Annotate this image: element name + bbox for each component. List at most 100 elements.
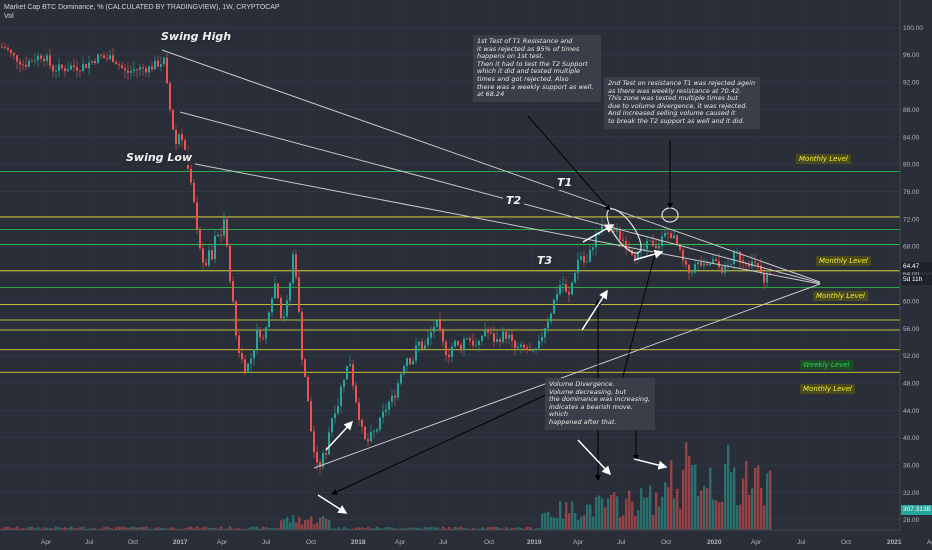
volume-bar bbox=[709, 467, 712, 530]
volume-bar bbox=[370, 528, 373, 530]
volume-bar bbox=[1, 528, 4, 530]
candle-body bbox=[4, 47, 6, 49]
volume-bar bbox=[265, 527, 268, 530]
candle-body bbox=[754, 261, 756, 263]
volume-bar bbox=[202, 527, 205, 530]
volume-bar bbox=[172, 527, 175, 530]
candle-body bbox=[457, 340, 459, 345]
volume-bar bbox=[151, 528, 154, 530]
volume-bar bbox=[472, 527, 475, 530]
candle-body bbox=[421, 341, 423, 349]
candle-body bbox=[100, 54, 102, 56]
volume-bar bbox=[559, 501, 562, 530]
volume-bar bbox=[91, 527, 94, 530]
candle-body bbox=[622, 239, 624, 241]
volume-bar bbox=[640, 488, 643, 530]
candle-body bbox=[514, 340, 516, 349]
candle-body bbox=[70, 65, 72, 70]
y-tick-label: 68.00 bbox=[903, 244, 920, 251]
volume-bar bbox=[73, 527, 76, 530]
candle-body bbox=[601, 224, 603, 233]
volume-bar bbox=[64, 527, 67, 530]
candle-body bbox=[406, 358, 408, 366]
candle-body bbox=[118, 64, 120, 66]
volume-bar bbox=[712, 499, 715, 530]
volume-bar bbox=[37, 527, 40, 530]
y-tick-label: 88.00 bbox=[903, 107, 920, 114]
t1-label: T1 bbox=[554, 175, 576, 190]
volume-bar bbox=[160, 528, 163, 530]
candle-body bbox=[130, 71, 132, 73]
candle-body bbox=[244, 359, 246, 372]
candle-body bbox=[757, 262, 759, 266]
volume-bar bbox=[457, 527, 460, 530]
candle-body bbox=[262, 337, 264, 339]
volume-bar bbox=[331, 528, 334, 530]
x-tick-label: Jul bbox=[262, 539, 271, 546]
volume-bar bbox=[304, 520, 307, 530]
candle-body bbox=[94, 60, 96, 64]
volume-bar bbox=[448, 527, 451, 530]
volume-bar bbox=[79, 527, 82, 530]
volume-bar bbox=[442, 526, 445, 530]
candle-body bbox=[166, 57, 168, 84]
candle-body bbox=[448, 354, 450, 357]
candle-body bbox=[712, 259, 714, 264]
trendline-t2 bbox=[179, 111, 821, 284]
candle-body bbox=[283, 316, 285, 319]
volume-bar bbox=[679, 508, 682, 530]
candle-body bbox=[280, 298, 282, 319]
swing-low-label: Swing Low bbox=[123, 150, 196, 165]
candle-body bbox=[556, 293, 558, 300]
volume-bar bbox=[325, 518, 328, 530]
candle-body bbox=[445, 341, 447, 355]
candle-body bbox=[736, 251, 738, 253]
candle-body bbox=[580, 256, 582, 260]
x-tick-label: Apr bbox=[41, 539, 52, 546]
volume-bar bbox=[490, 527, 493, 530]
x-tick-label: Oct bbox=[841, 539, 851, 546]
volume-bar bbox=[685, 442, 688, 530]
candle-body bbox=[766, 273, 768, 283]
volume-bar bbox=[466, 528, 469, 530]
volume-bar bbox=[718, 502, 721, 530]
candle-body bbox=[727, 264, 729, 266]
volume-bar bbox=[382, 528, 385, 530]
candle-body bbox=[466, 338, 468, 340]
candle-body bbox=[67, 69, 69, 72]
white-arrow-1 bbox=[325, 420, 354, 451]
note-first-test: 1st Test of T1 Resistance and it was rej… bbox=[473, 35, 601, 102]
candle-body bbox=[289, 283, 291, 301]
volume-bar bbox=[373, 528, 376, 530]
candle-body bbox=[298, 277, 300, 312]
volume-bar bbox=[121, 526, 124, 530]
candle-body bbox=[451, 346, 453, 357]
volume-bar bbox=[430, 527, 433, 530]
volume-bar bbox=[592, 516, 595, 530]
volume-bar bbox=[460, 526, 463, 530]
candle-body bbox=[571, 282, 573, 295]
candle-body bbox=[268, 312, 270, 328]
white-arrow-6 bbox=[577, 439, 612, 476]
candle-body bbox=[340, 386, 342, 406]
candle-body bbox=[625, 240, 627, 249]
volume-bar bbox=[436, 527, 439, 530]
candle-body bbox=[232, 281, 234, 302]
candle-body bbox=[523, 344, 525, 348]
volume-bar bbox=[241, 528, 244, 530]
volume-bar bbox=[352, 528, 355, 530]
volume-bar bbox=[742, 478, 745, 530]
volume-bar bbox=[19, 528, 22, 530]
volume-bar bbox=[619, 517, 622, 530]
candle-body bbox=[649, 240, 651, 242]
volume-bar bbox=[517, 527, 520, 530]
volume-bar bbox=[520, 527, 523, 530]
candle-body bbox=[49, 55, 51, 66]
volume-bar bbox=[253, 526, 256, 530]
volume-bar bbox=[511, 527, 514, 530]
volume-bar bbox=[628, 490, 631, 530]
candle-body bbox=[532, 349, 534, 352]
volume-bar bbox=[295, 522, 298, 530]
candle-body bbox=[673, 235, 675, 239]
